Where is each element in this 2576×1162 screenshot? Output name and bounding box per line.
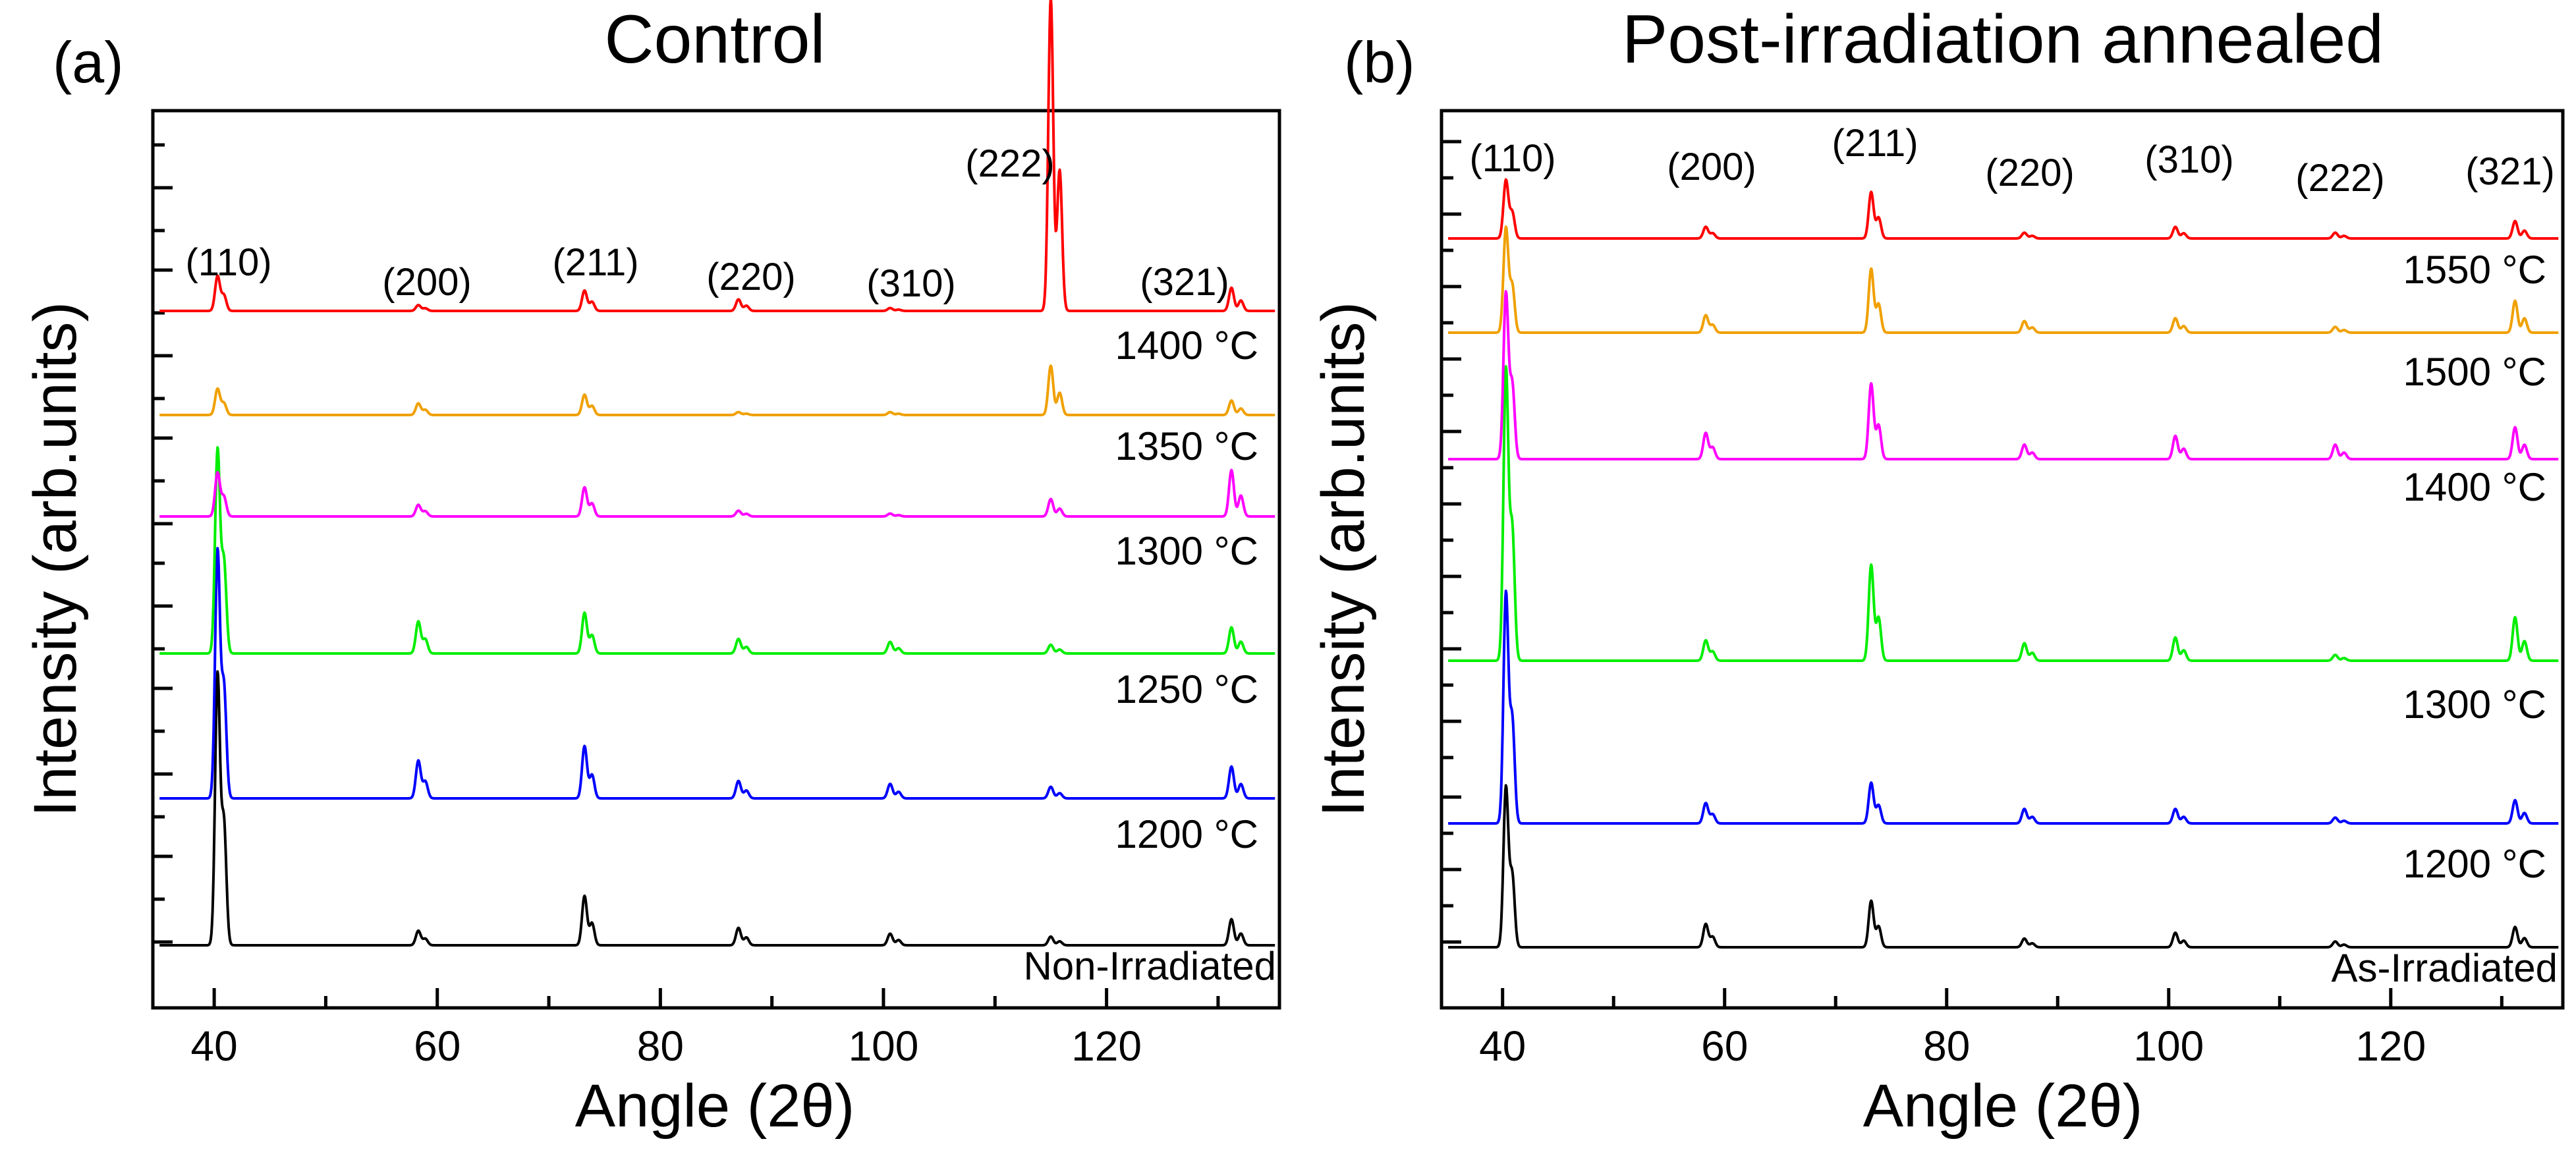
panel-letter: (b) [1344,30,1415,95]
plot-frame [1440,109,2565,1010]
x-tick-label: 120 [1071,1022,1142,1070]
peak-label: (222) [965,142,1054,185]
peak-label: (110) [1469,137,1555,180]
x-axis: 40 60 80 100 120 [191,988,1220,1070]
panel-title: Post-irradiation annealed [1622,1,2384,78]
peak-label: (110) [185,241,271,284]
y-axis-title: Intensity (arb.units) [22,302,89,817]
series-line [159,468,1276,518]
x-axis-title: Angle (2θ) [575,1072,854,1140]
series-label: Non-Irradiated [1023,944,1276,988]
series-line [1447,290,2560,460]
y-axis-title: Intensity (arb.units) [1310,302,1377,817]
plot-frame [151,109,1281,1010]
series-line [1447,225,2560,334]
x-tick-label: 40 [1479,1022,1526,1070]
series-label: 1350 °C [1115,424,1258,468]
series-label: 1400 °C [1115,323,1258,368]
series-line [159,547,1276,800]
series-label: 1200 °C [2403,842,2546,886]
panel-title: Control [604,1,825,78]
x-tick-label: 120 [2355,1022,2426,1070]
panel-a: (a) Control 40 60 80 100 120 Angle (2θ) Intensit… [22,0,1281,1140]
peak-label: (321) [2465,150,2554,193]
series-label: 1250 °C [1115,667,1258,711]
y-axis [153,143,173,944]
x-tick-label: 60 [414,1022,461,1070]
series-line [1447,178,2560,240]
x-tick-label: 80 [637,1022,684,1070]
x-tick-label: 40 [191,1022,238,1070]
peak-label: (200) [382,261,471,304]
x-tick-label: 80 [1923,1022,1970,1070]
peak-label: (222) [2295,157,2384,200]
series-line [1447,590,2560,825]
series-label: 1550 °C [2403,248,2546,292]
peak-label: (220) [1985,152,2074,194]
panel-b: (b) Post-irradiation annealed 40 60 80 100 120… [1310,1,2565,1140]
series-line [159,364,1276,416]
series-line [1447,784,2560,949]
series-label: 1500 °C [2403,350,2546,394]
series-label: As-Irradiated [2332,946,2558,990]
series-label: 1200 °C [1115,812,1258,856]
series-line [159,446,1276,655]
peak-label: (220) [706,256,795,298]
peak-label: (310) [2144,138,2233,181]
x-tick-label: 100 [849,1022,919,1070]
series-label: 1300 °C [1115,529,1258,573]
x-axis: 40 60 80 100 120 [1479,988,2504,1070]
y-axis [1442,140,1461,944]
series-label: 1400 °C [2403,465,2546,509]
x-axis-title: Angle (2θ) [1863,1072,2142,1140]
x-tick-label: 60 [1701,1022,1748,1070]
peak-label: (321) [1140,261,1229,304]
series-line [1447,365,2560,662]
peak-label: (310) [866,262,955,305]
peak-label: (211) [1832,122,1918,165]
series-line [159,670,1276,947]
peak-label: (200) [1667,146,1756,188]
x-tick-label: 100 [2133,1022,2204,1070]
series-line [159,0,1276,312]
panel-letter: (a) [53,30,124,95]
series-label: 1300 °C [2403,682,2546,727]
peak-label: (211) [552,241,638,284]
